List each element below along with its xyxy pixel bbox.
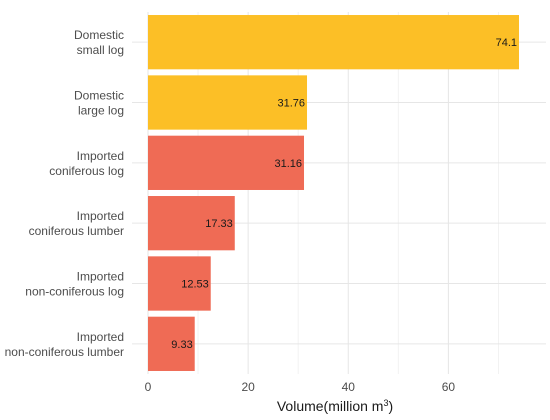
value-labels: 74.1 31.76 31.16 17.33 12.53 9.33 [171,37,517,351]
bar [148,75,308,130]
category-label: Imported non-coniferous log [25,270,124,299]
x-axis-ticks: 0 20 40 60 [145,380,456,394]
x-tick-label: 20 [241,380,255,394]
bar [148,15,519,70]
category-label-line: coniferous log [49,164,124,178]
category-label-line: non-coniferous lumber [5,345,124,359]
category-label-line: large log [78,104,124,118]
bar [148,316,195,371]
bar-value-label: 9.33 [171,339,192,351]
category-label-line: small log [77,43,124,57]
bar-value-label: 74.1 [496,37,517,49]
bar-value-label: 31.16 [274,158,302,170]
category-label: Imported coniferous lumber [29,209,124,238]
category-label: Imported non-coniferous lumber [5,330,124,359]
category-label: Domestic large log [74,89,124,118]
category-label-line: coniferous lumber [29,224,124,238]
bars [148,15,519,371]
bar-value-label: 12.53 [181,279,209,291]
category-label-line: Imported [77,330,124,344]
bar [148,135,305,190]
bar-value-label: 17.33 [205,218,233,230]
category-label: Domestic small log [74,28,124,57]
category-label-line: Domestic [74,28,124,42]
category-label-line: Imported [77,270,124,284]
category-label: Imported coniferous log [49,149,124,178]
bar [148,256,211,311]
x-tick-label: 40 [342,380,356,394]
category-label-line: non-coniferous log [25,285,124,299]
category-label-line: Imported [77,209,124,223]
x-axis-title: Volume(million m3) [277,398,393,414]
x-axis-title-text: Volume(million m [277,398,384,414]
x-tick-label: 0 [145,380,152,394]
bar-value-label: 31.76 [277,98,305,110]
x-tick-label: 60 [442,380,456,394]
bar [148,196,235,251]
category-label-line: Imported [77,149,124,163]
x-axis-title-superscript: 3 [383,398,388,408]
category-label-line: Domestic [74,89,124,103]
x-axis-title-close: ) [388,398,393,414]
